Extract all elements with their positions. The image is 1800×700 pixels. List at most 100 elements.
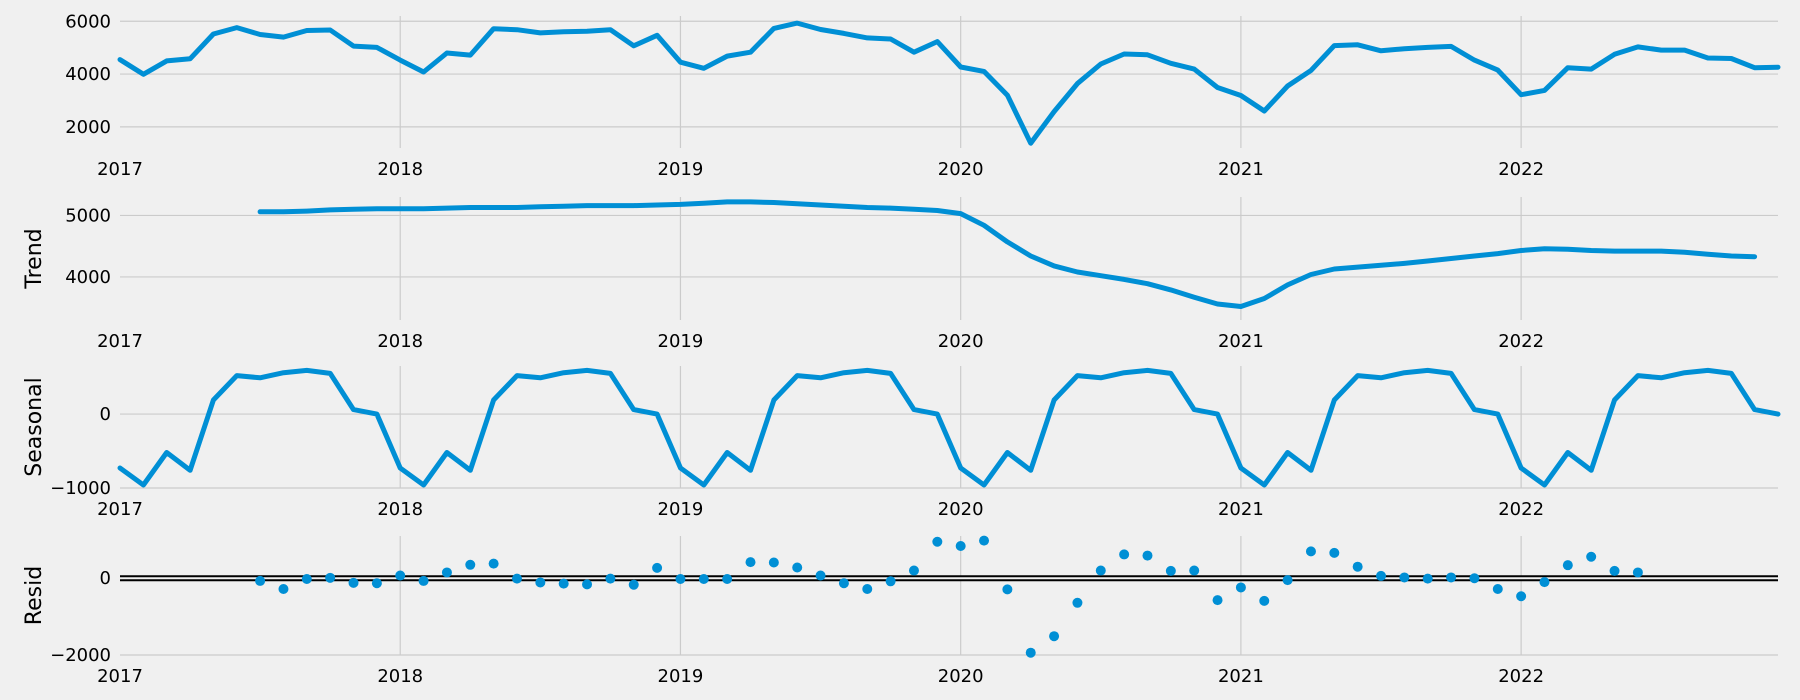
resid-point <box>628 579 639 590</box>
resid-point <box>652 562 663 573</box>
resid-point <box>278 583 289 594</box>
resid-point <box>488 558 499 569</box>
seasonal-ylabel: Seasonal <box>22 377 47 476</box>
seasonal-xtick-label: 2019 <box>658 499 704 520</box>
resid-point <box>1235 582 1246 593</box>
resid-point <box>582 579 593 590</box>
observed-xtick-label: 2019 <box>658 159 704 180</box>
resid-point <box>1376 570 1387 581</box>
observed-ytick-label: 4000 <box>65 64 111 85</box>
resid-point <box>1189 565 1200 576</box>
resid-ylabel: Resid <box>22 566 47 625</box>
resid-point <box>511 573 522 584</box>
resid-xtick-label: 2021 <box>1218 666 1264 687</box>
resid-xtick-label: 2022 <box>1498 666 1544 687</box>
resid-point <box>722 573 733 584</box>
resid-xtick-label: 2019 <box>658 666 704 687</box>
observed-ytick-label: 2000 <box>65 117 111 138</box>
resid-point <box>418 575 429 586</box>
resid-point <box>698 573 709 584</box>
resid-ytick-label: 0 <box>100 568 111 589</box>
trend-xtick-label: 2021 <box>1218 331 1264 352</box>
resid-point <box>955 540 966 551</box>
observed-ytick-label: 6000 <box>65 11 111 32</box>
resid-point <box>441 567 452 578</box>
trend-xtick-label: 2017 <box>97 331 143 352</box>
resid-point <box>745 557 756 568</box>
resid-point <box>932 536 943 547</box>
resid-point <box>558 578 569 589</box>
observed-xtick-label: 2020 <box>938 159 984 180</box>
resid-ytick-label: −2000 <box>50 645 111 666</box>
seasonal-xtick-label: 2020 <box>938 499 984 520</box>
resid-point <box>1165 565 1176 576</box>
observed-series-line <box>117 20 1781 146</box>
resid-point <box>1586 551 1597 562</box>
resid-point <box>535 577 546 588</box>
resid-point <box>885 576 896 587</box>
resid-point <box>838 578 849 589</box>
seasonal-xtick-label: 2022 <box>1498 499 1544 520</box>
resid-point <box>1025 647 1036 658</box>
observed-panel: 2000 4000 6000 2017 2018 2019 2020 2021 2022 <box>65 11 1781 180</box>
resid-point <box>1609 565 1620 576</box>
seasonal-xtick-label: 2018 <box>377 499 423 520</box>
resid-point <box>465 559 476 570</box>
resid-point <box>675 573 686 584</box>
resid-xtick-label: 2018 <box>377 666 423 687</box>
trend-series-line <box>257 199 1758 309</box>
resid-point <box>792 562 803 573</box>
resid-point <box>862 583 873 594</box>
seasonal-ytick-label: 0 <box>100 404 111 425</box>
resid-point <box>979 535 990 546</box>
observed-xtick-label: 2017 <box>97 159 143 180</box>
resid-point <box>1422 573 1433 584</box>
resid-point <box>1632 567 1643 578</box>
seasonal-series-line <box>117 367 1781 488</box>
resid-point <box>1329 547 1340 558</box>
resid-point <box>1282 575 1293 586</box>
resid-point <box>1352 561 1363 572</box>
resid-point <box>1259 595 1270 606</box>
observed-xtick-label: 2022 <box>1498 159 1544 180</box>
seasonal-panel: −1000 0 2017 2018 2019 2020 2021 2022 Seasonal <box>22 366 1781 520</box>
resid-point <box>371 578 382 589</box>
trend-xtick-label: 2022 <box>1498 331 1544 352</box>
resid-point <box>1305 546 1316 557</box>
seasonal-xtick-label: 2021 <box>1218 499 1264 520</box>
resid-point <box>1072 597 1083 608</box>
resid-point <box>1142 550 1153 561</box>
trend-panel: 4000 5000 2017 2018 2019 2020 2021 2022 Trend <box>22 197 1778 352</box>
seasonal-ytick-label: −1000 <box>50 478 111 499</box>
resid-point <box>1492 583 1503 594</box>
trend-xtick-label: 2018 <box>377 331 423 352</box>
resid-point <box>301 573 312 584</box>
resid-point <box>325 572 336 583</box>
resid-point <box>1095 565 1106 576</box>
resid-point <box>605 573 616 584</box>
seasonal-xtick-label: 2017 <box>97 499 143 520</box>
observed-xtick-label: 2018 <box>377 159 423 180</box>
resid-point <box>1049 631 1060 642</box>
trend-xtick-label: 2020 <box>938 331 984 352</box>
resid-point <box>255 575 266 586</box>
trend-xtick-label: 2019 <box>658 331 704 352</box>
resid-point <box>1562 560 1573 571</box>
resid-point <box>348 577 359 588</box>
observed-xtick-label: 2021 <box>1218 159 1264 180</box>
resid-point <box>1539 577 1550 588</box>
resid-point <box>1446 572 1457 583</box>
resid-xtick-label: 2017 <box>97 666 143 687</box>
resid-point <box>1119 549 1130 560</box>
resid-point <box>768 557 779 568</box>
resid-xtick-label: 2020 <box>938 666 984 687</box>
resid-point <box>1002 584 1013 595</box>
resid-point <box>908 565 919 576</box>
resid-point <box>395 570 406 581</box>
resid-point <box>1469 573 1480 584</box>
resid-panel: −2000 0 2017 2018 2019 2020 2021 2022 Resid <box>22 535 1778 687</box>
trend-ytick-label: 4000 <box>65 267 111 288</box>
resid-point <box>1516 591 1527 602</box>
